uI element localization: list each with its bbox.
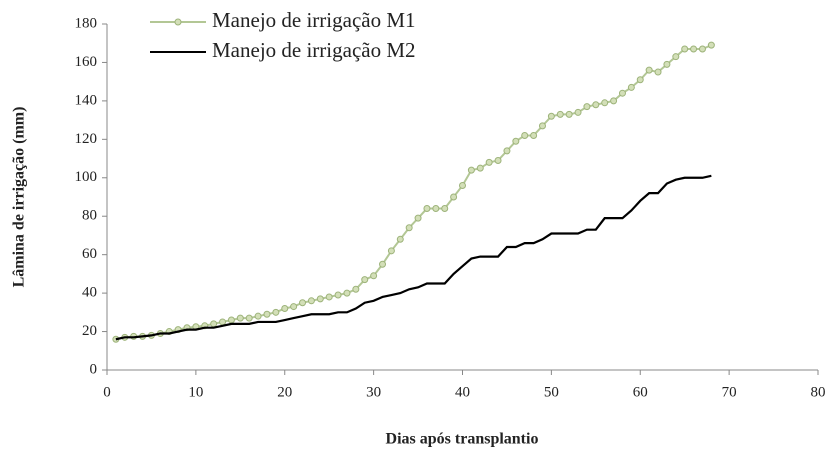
point: [254, 312, 262, 320]
point: [610, 97, 618, 105]
y-axis-title: Lâmina de irrigação (mm): [11, 107, 28, 288]
point: [503, 147, 511, 155]
legend-label: Manejo de irrigação M2: [212, 38, 416, 62]
point: [450, 193, 458, 201]
point: [681, 45, 689, 53]
point: [414, 214, 422, 222]
point: [361, 276, 369, 284]
point: [467, 166, 475, 174]
point: [538, 122, 546, 130]
point: [236, 314, 244, 322]
point: [307, 297, 315, 305]
point: [565, 110, 573, 118]
point: [601, 99, 609, 107]
point: [556, 110, 564, 118]
x-tick-label: 30: [366, 384, 381, 400]
point: [645, 66, 653, 74]
point: [343, 289, 351, 297]
legend-label: Manejo de irrigação M1: [212, 8, 416, 32]
point: [672, 53, 680, 61]
x-tick-label: 10: [188, 384, 203, 400]
point: [210, 320, 218, 328]
point: [396, 235, 404, 243]
y-tick-label: 160: [75, 54, 98, 70]
point: [387, 247, 395, 255]
y-tick-label: 140: [75, 92, 98, 108]
point: [707, 41, 715, 49]
point: [441, 205, 449, 213]
point: [352, 285, 360, 293]
x-tick-label: 20: [277, 384, 292, 400]
legend-marker: [174, 18, 182, 26]
point: [219, 318, 227, 326]
point: [281, 304, 289, 312]
point: [654, 68, 662, 76]
x-tick-label: 0: [103, 384, 111, 400]
point: [476, 164, 484, 172]
point: [290, 303, 298, 311]
point: [618, 89, 626, 97]
point: [263, 310, 271, 318]
point: [459, 181, 466, 189]
point: [547, 112, 555, 120]
x-tick-label: 40: [455, 384, 470, 400]
y-tick-label: 60: [82, 246, 97, 262]
point: [227, 316, 235, 324]
y-tick-label: 120: [75, 131, 98, 147]
point: [494, 156, 502, 164]
y-tick-label: 100: [75, 169, 98, 185]
x-tick-label: 60: [633, 384, 648, 400]
point: [423, 205, 431, 213]
point: [530, 131, 538, 139]
series-line: [115, 44, 712, 341]
point: [272, 308, 280, 316]
point: [698, 45, 706, 53]
point: [663, 60, 671, 68]
point: [432, 205, 440, 213]
point: [583, 103, 591, 111]
point: [370, 272, 378, 280]
point: [485, 158, 493, 166]
y-tick-label: 0: [90, 361, 98, 377]
point: [325, 293, 333, 301]
y-tick-label: 80: [82, 208, 97, 224]
point: [512, 137, 520, 145]
point: [574, 108, 582, 116]
x-tick-label: 80: [811, 384, 826, 400]
y-tick-label: 20: [82, 323, 97, 339]
point: [592, 101, 600, 109]
point: [521, 131, 529, 139]
x-tick-label: 50: [544, 384, 559, 400]
point: [627, 83, 635, 91]
point: [379, 260, 387, 268]
point: [334, 291, 342, 299]
x-axis-title: Dias após transplantio: [386, 431, 539, 448]
point: [316, 295, 324, 303]
point: [690, 45, 698, 53]
point: [405, 224, 413, 232]
point: [636, 76, 644, 84]
y-tick-label: 180: [75, 15, 98, 31]
y-tick-label: 40: [82, 285, 97, 301]
series-line: [115, 174, 712, 341]
point: [245, 314, 253, 322]
x-tick-label: 70: [722, 384, 737, 400]
point: [299, 299, 307, 307]
